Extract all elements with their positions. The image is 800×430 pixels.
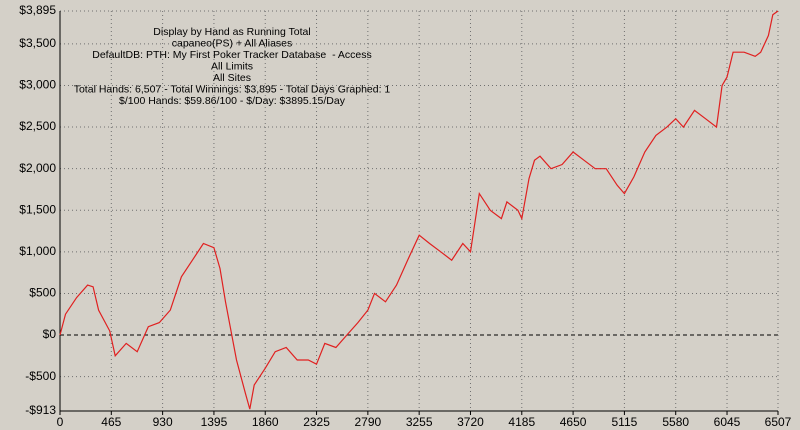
x-tick-label: 3255 [406, 415, 433, 429]
y-tick-label: -$913 [25, 403, 56, 417]
annotation: capaneo(PS) + All Aliases [172, 37, 293, 49]
x-tick-label: 2325 [303, 415, 330, 429]
x-tick-label: 1395 [201, 415, 228, 429]
annotation: All Sites [213, 72, 251, 84]
annotation: DefaultDB: PTH: My First Poker Tracker D… [92, 49, 372, 61]
annotation: Total Hands: 6,507 - Total Winnings: $3,… [74, 83, 391, 95]
y-tick-label: $2,000 [19, 161, 56, 175]
x-tick-label: 1860 [252, 415, 279, 429]
y-tick-label: $1,500 [19, 202, 56, 216]
x-tick-label: 6045 [714, 415, 741, 429]
y-tick-label: -$500 [25, 369, 56, 383]
y-tick-label: $2,500 [19, 119, 56, 133]
x-tick-label: 2790 [355, 415, 382, 429]
line [59, 10, 779, 410]
x-tick-label: 3720 [457, 415, 484, 429]
y-tick-label: $0 [43, 327, 57, 341]
y-tick-label: $3,895 [19, 3, 56, 17]
x-tick-label: 930 [153, 415, 173, 429]
x-tick-label: 5115 [611, 415, 637, 429]
y-tick-label: $500 [29, 286, 56, 300]
y-tick-label: $3,500 [19, 36, 56, 50]
x-tick-label: 4185 [508, 415, 535, 429]
x-tick-label: 465 [101, 415, 121, 429]
x-tick-label: 5580 [662, 415, 689, 429]
x-tick-label: 4650 [560, 415, 587, 429]
y-tick-label: $1,000 [19, 244, 56, 258]
annotation: Display by Hand as Running Total [153, 26, 310, 38]
y-tick-label: $3,000 [19, 78, 56, 92]
x-tick-label: 0 [57, 415, 64, 429]
annotation: $/100 Hands: $59.86/100 - $/Day: $3895.1… [119, 95, 346, 107]
x-tick-label: 6507 [765, 415, 792, 429]
annotation: All Limits [211, 60, 253, 72]
